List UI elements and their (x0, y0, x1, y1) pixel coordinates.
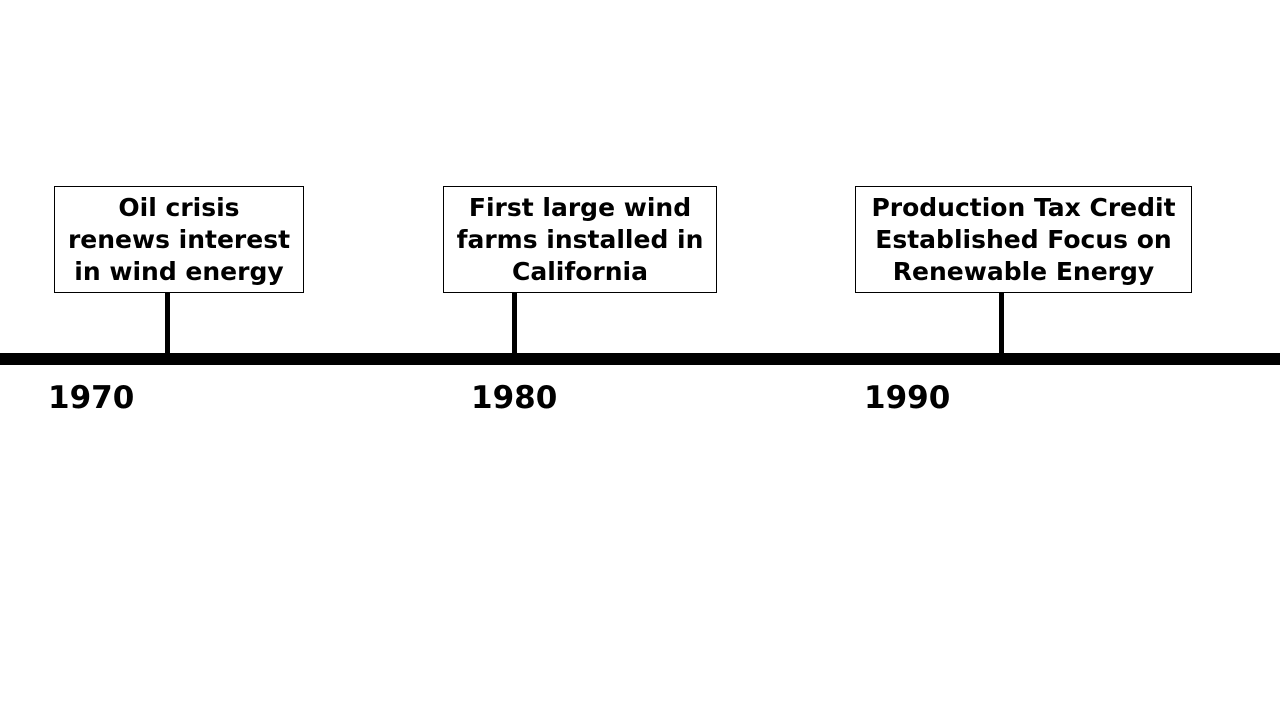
event-label-1990: Production Tax Credit Established Focus … (871, 192, 1176, 286)
event-box-1980: First large wind farms installed in Cali… (443, 186, 717, 293)
event-label-1970: Oil crisis renews interest in wind energ… (67, 192, 291, 286)
event-box-1990: Production Tax Credit Established Focus … (855, 186, 1192, 293)
event-connector-1980 (512, 292, 517, 354)
event-connector-1970 (165, 292, 170, 354)
event-connector-1990 (999, 292, 1004, 354)
year-label-1970: 1970 (48, 380, 135, 416)
event-label-1980: First large wind farms installed in Cali… (456, 192, 704, 286)
year-label-1990: 1990 (864, 380, 951, 416)
timeline-axis (0, 353, 1280, 365)
year-label-1980: 1980 (471, 380, 558, 416)
event-box-1970: Oil crisis renews interest in wind energ… (54, 186, 304, 293)
